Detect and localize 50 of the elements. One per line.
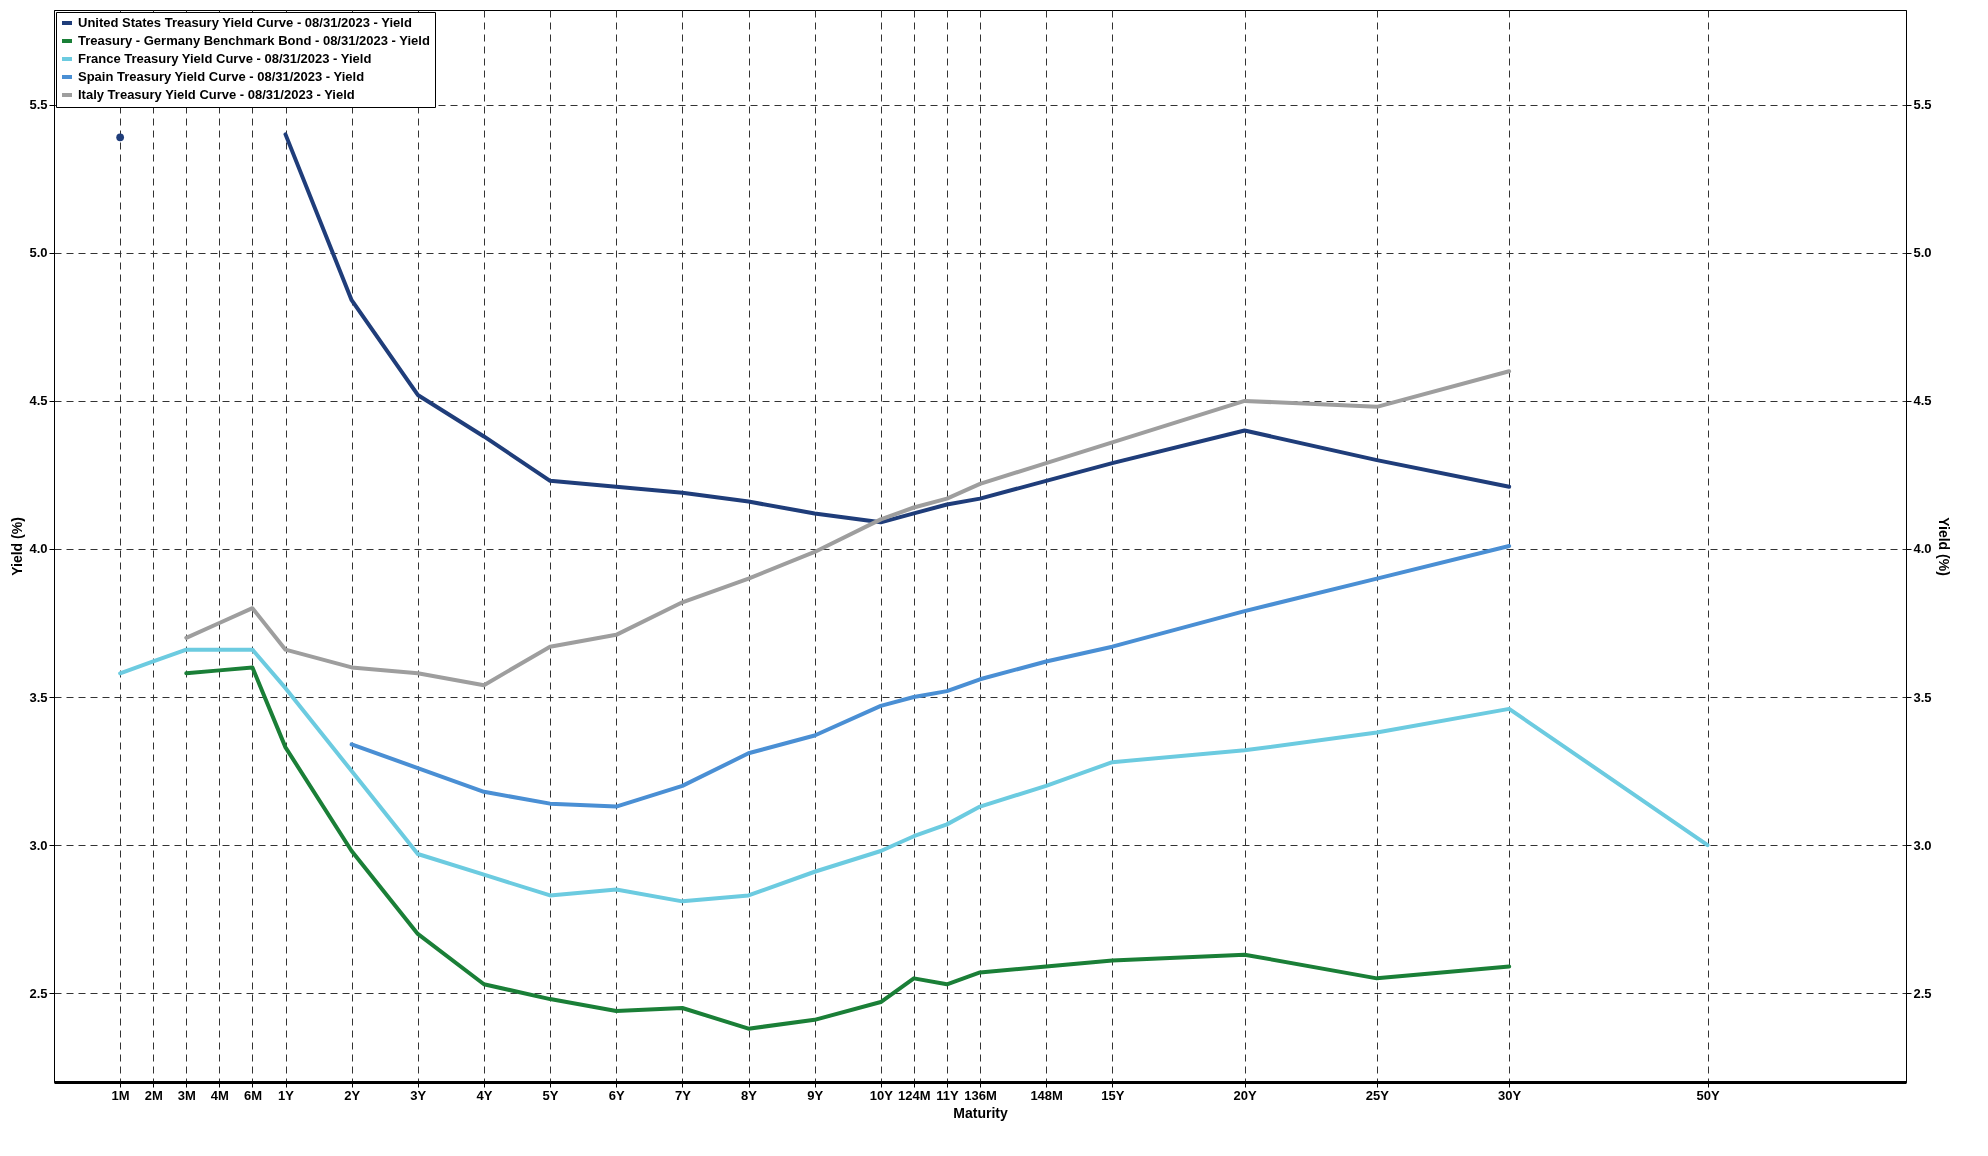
y2-tick-label: 4.5: [1913, 393, 1932, 409]
y-tick-label: 5.5: [29, 97, 48, 113]
y2-tick-label: 3.5: [1913, 689, 1932, 705]
x-tick-label: 1Y: [278, 1087, 295, 1103]
x-tick-label: 6M: [243, 1087, 262, 1103]
x-tick-label: 30Y: [1498, 1087, 1522, 1103]
line-series: [349, 544, 1512, 809]
legend-label: Italy Treasury Yield Curve - 08/31/2023 - Yield: [78, 87, 355, 102]
x-tick-label: 20Y: [1233, 1087, 1257, 1103]
x-tick-label: 6Y: [608, 1087, 625, 1103]
line-series: [184, 665, 1512, 1031]
y-axis-title: Yield (%): [9, 517, 26, 576]
y2-tick-label: 3.0: [1913, 837, 1932, 853]
x-tick-label: 2M: [144, 1087, 163, 1103]
x-tick-label: 124M: [898, 1087, 931, 1103]
x-tick-label: 8Y: [741, 1087, 758, 1103]
y2-axis-title: Yield (%): [1935, 517, 1952, 576]
x-tick-label: 1M: [111, 1087, 130, 1103]
x-tick-label: 25Y: [1365, 1087, 1390, 1103]
legend-label: France Treasury Yield Curve - 08/31/2023 - Yield: [78, 51, 372, 66]
line-series: [184, 369, 1512, 688]
x-tick-label: 4M: [210, 1087, 229, 1103]
x-tick-label: 4Y: [476, 1087, 493, 1103]
legend-label: United States Treasury Yield Curve - 08/31/2023 - Yield: [78, 15, 412, 30]
x-tick-label: 50Y: [1696, 1087, 1720, 1103]
x-tick-label: 10Y: [869, 1087, 894, 1103]
x-tick-label: 3M: [177, 1087, 196, 1103]
legend-label: Spain Treasury Yield Curve - 08/31/2023 - Yield: [78, 69, 365, 84]
x-tick-label: 9Y: [807, 1087, 824, 1103]
y-tick-label: 3.5: [29, 689, 48, 705]
y-tick-label: 4.0: [29, 541, 48, 557]
legend-label: Treasury - Germany Benchmark Bond - 08/31/2023 - Yield: [78, 33, 430, 48]
y2-tick-label: 2.5: [1913, 985, 1932, 1001]
x-tick-label: 7Y: [674, 1087, 692, 1103]
y2-tick-label: 5.5: [1913, 97, 1932, 113]
y-tick-label: 3.0: [29, 837, 48, 853]
line-series: [118, 647, 1710, 904]
x-tick-label: 11Y: [936, 1087, 959, 1103]
y-tick-label: 2.5: [29, 985, 48, 1001]
x-tick-label: 136M: [964, 1087, 997, 1103]
y-tick-label: 5.0: [29, 245, 48, 261]
x-tick-label: 3Y: [410, 1087, 427, 1103]
y2-tick-label: 4.0: [1913, 541, 1932, 557]
x-tick-label: 2Y: [344, 1087, 361, 1103]
y-tick-label: 4.5: [29, 393, 48, 409]
x-tick-label: 148M: [1030, 1087, 1063, 1103]
y2-tick-label: 5.0: [1913, 245, 1932, 261]
x-tick-label: 15Y: [1101, 1087, 1125, 1103]
x-tick-label: 5Y: [542, 1087, 559, 1103]
x-axis-title: Maturity: [953, 1104, 1008, 1121]
